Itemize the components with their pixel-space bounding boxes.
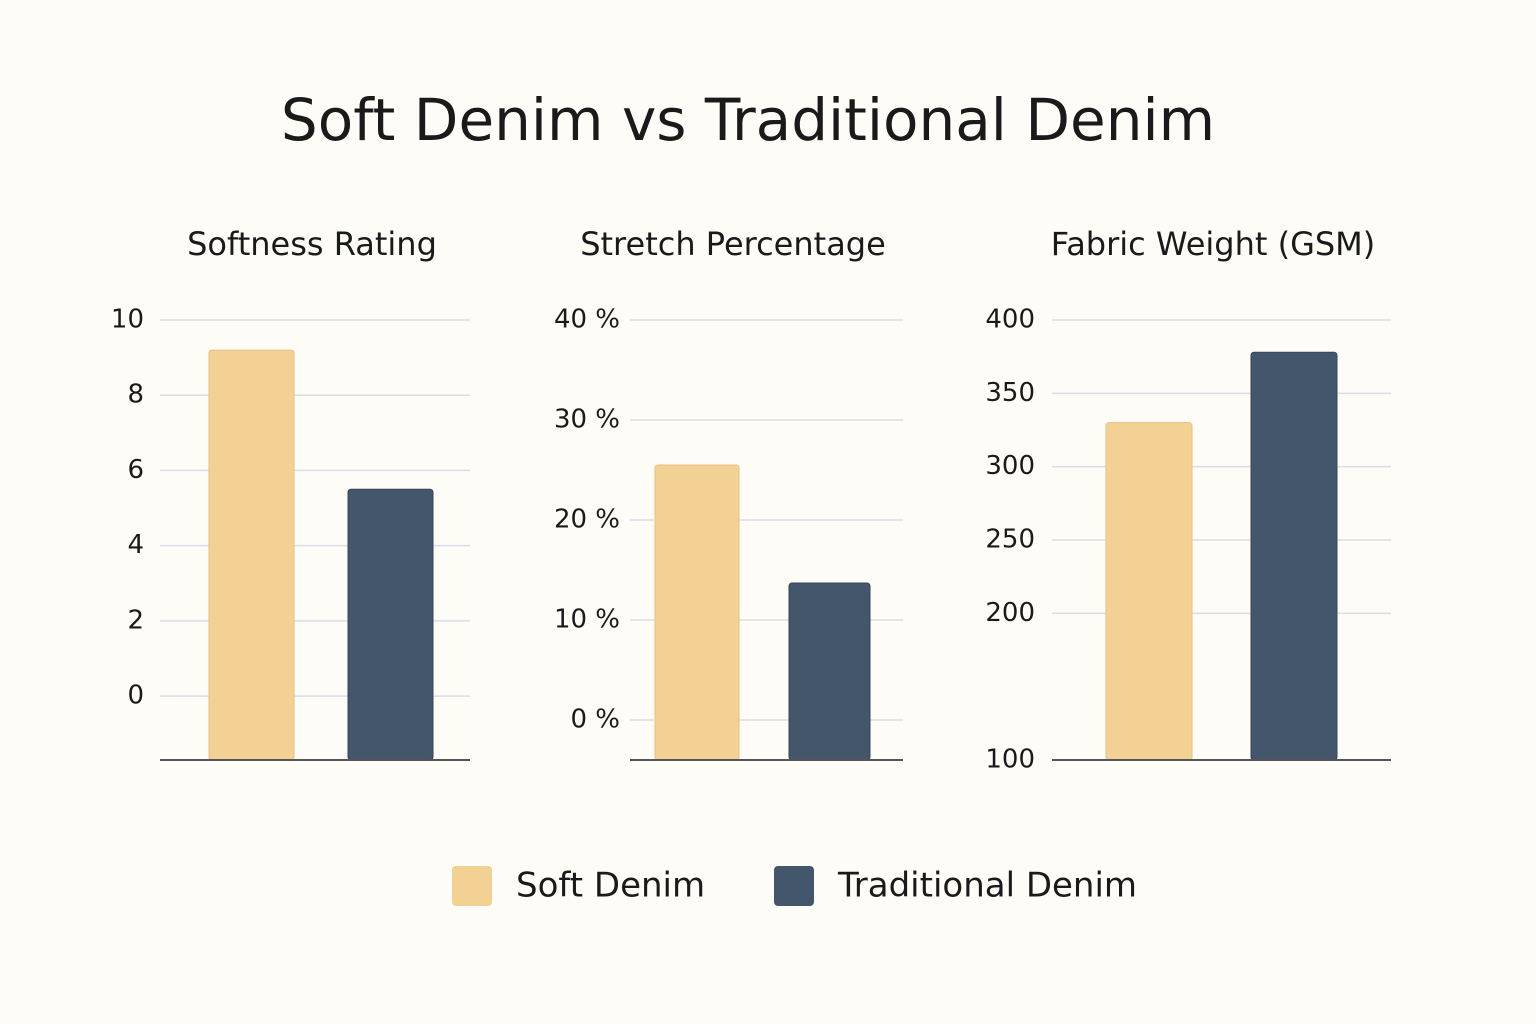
y-tick-label: 0 % xyxy=(570,705,620,735)
legend-label: Soft Denim xyxy=(516,866,705,906)
y-tick-label: 300 xyxy=(985,451,1035,481)
subplot-title: Softness Rating xyxy=(187,225,437,263)
y-tick-label: 2 xyxy=(127,605,144,635)
legend-swatch xyxy=(774,866,814,906)
bar xyxy=(1250,351,1338,761)
bar xyxy=(654,464,740,761)
y-tick-label: 200 xyxy=(985,598,1035,628)
legend-label: Traditional Denim xyxy=(837,866,1137,906)
chart-title: Soft Denim vs Traditional Denim xyxy=(281,86,1215,154)
y-tick-label: 350 xyxy=(985,378,1035,408)
bar xyxy=(347,488,434,761)
legend-swatch xyxy=(452,866,492,906)
y-tick-label: 10 xyxy=(111,305,144,335)
subplot-title: Stretch Percentage xyxy=(580,225,886,263)
bar xyxy=(208,349,295,761)
y-tick-label: 6 xyxy=(127,455,144,485)
y-tick-label: 8 xyxy=(127,380,144,410)
y-tick-label: 0 xyxy=(127,681,144,711)
subplot-title: Fabric Weight (GSM) xyxy=(1051,225,1376,263)
y-tick-label: 100 xyxy=(985,745,1035,775)
y-tick-label: 400 xyxy=(985,305,1035,335)
y-tick-label: 20 % xyxy=(554,505,620,535)
y-tick-label: 40 % xyxy=(554,305,620,335)
bar xyxy=(788,582,871,761)
y-tick-label: 250 xyxy=(985,525,1035,555)
y-tick-label: 10 % xyxy=(554,605,620,635)
y-tick-label: 4 xyxy=(127,530,144,560)
y-tick-label: 30 % xyxy=(554,405,620,435)
bar xyxy=(1105,422,1193,761)
